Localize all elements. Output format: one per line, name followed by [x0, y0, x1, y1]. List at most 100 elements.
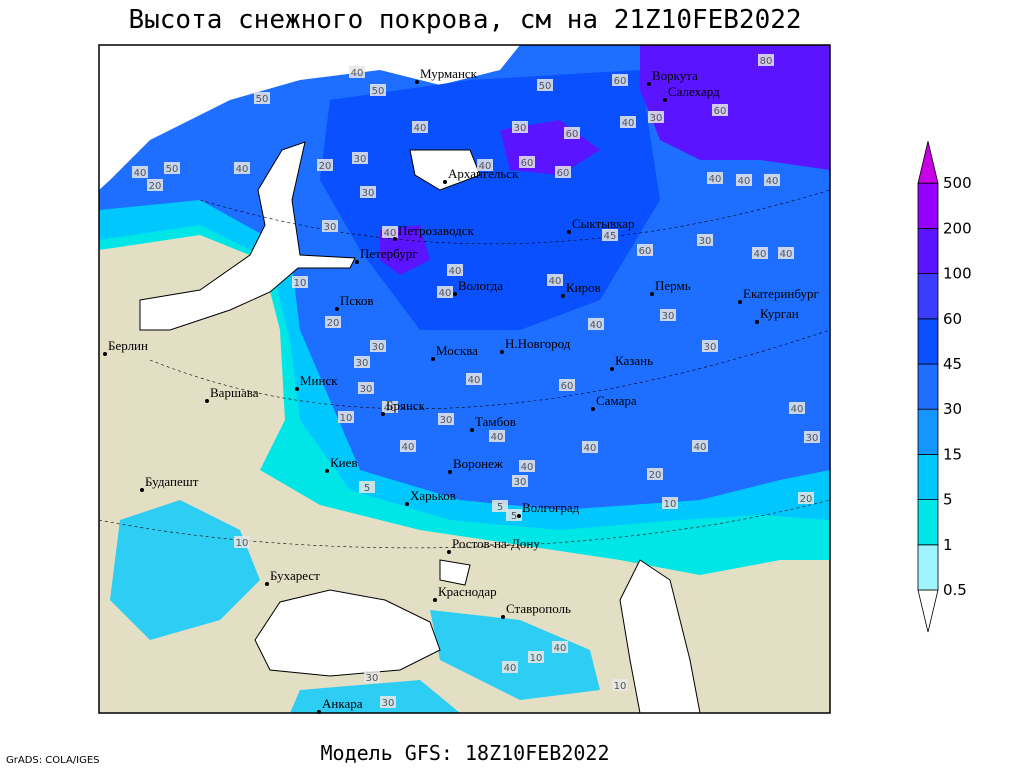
legend-label: 60	[943, 310, 962, 328]
city-dot	[501, 615, 505, 619]
legend-swatch	[917, 544, 939, 591]
contour-label: 30	[699, 236, 712, 247]
contour-label: 50	[256, 94, 269, 105]
legend-label: 200	[943, 219, 972, 237]
city-dot	[433, 598, 437, 602]
contour-label-box	[712, 104, 728, 116]
contour-label-box	[512, 121, 528, 133]
contour-label: 30	[514, 477, 527, 488]
contour-label-box	[620, 116, 636, 128]
city-dot	[325, 469, 329, 473]
title: Высота снежного покрова, см на 21Z10FEB2…	[128, 5, 801, 35]
contour-label-box	[370, 84, 386, 96]
city-label: Пермь	[655, 278, 691, 293]
legend-swatch	[917, 227, 939, 274]
city-label: Петербург	[360, 246, 418, 261]
city-label: Минск	[300, 373, 338, 388]
legend-label: 100	[943, 265, 972, 283]
city-label: Тамбов	[475, 414, 516, 429]
city-dot	[453, 292, 457, 296]
contour-label: 50	[166, 164, 179, 175]
contour-label: 40	[384, 403, 397, 414]
city-dot	[431, 357, 435, 361]
map-frame	[98, 44, 831, 714]
contour-label-box	[380, 696, 396, 708]
legend-label: 5	[943, 491, 953, 509]
city-dot	[295, 387, 299, 391]
contour-label: 40	[468, 375, 481, 386]
city-label: Н.Новгород	[505, 336, 571, 351]
contour-label-box	[358, 382, 374, 394]
contour-label-box	[147, 179, 163, 191]
contour-label-box	[519, 156, 535, 168]
contour-label: 10	[614, 681, 627, 692]
contour-label: 40	[504, 663, 517, 674]
city-label: Воронеж	[453, 456, 504, 471]
contour-label-box	[352, 152, 368, 164]
city-label: Краснодар	[438, 584, 497, 599]
contour-label-box	[382, 226, 398, 238]
contour-label: 40	[384, 228, 397, 239]
contour-label-box	[552, 641, 568, 653]
contour-label-box	[537, 79, 553, 91]
city-label: Петрозаводск	[398, 223, 474, 238]
city-dot	[355, 260, 359, 264]
contour-label-box	[400, 440, 416, 452]
legend-label: 1	[943, 536, 953, 554]
city-dot	[443, 180, 447, 184]
legend-low-triangle	[917, 589, 939, 633]
contour-label: 40	[236, 164, 249, 175]
legend-swatch	[917, 408, 939, 455]
contour-label-box	[804, 431, 820, 443]
contour-label: 45	[604, 231, 617, 242]
city-dot	[650, 292, 654, 296]
contour-label-box	[702, 340, 718, 352]
contour-label-box	[349, 66, 365, 78]
very-deep-snow	[380, 120, 600, 275]
contour-label: 40	[351, 68, 364, 79]
contour-label: 40	[780, 249, 793, 260]
contour-label: 40	[479, 161, 492, 172]
contour-label: 40	[521, 462, 534, 473]
contour-label-box	[764, 174, 780, 186]
city-label: Берлин	[108, 338, 148, 353]
contour-label: 20	[149, 181, 162, 192]
contour-label: 60	[561, 381, 574, 392]
contour-label-box	[317, 159, 333, 171]
contour-label: 10	[294, 278, 307, 289]
city-label: Псков	[340, 293, 373, 308]
city-label: Варшава	[210, 385, 259, 400]
contour-label-box	[437, 286, 453, 298]
contour-label-box	[477, 159, 493, 171]
contour-label-box	[647, 468, 663, 480]
black-sea	[254, 589, 441, 677]
legend-swatch	[917, 363, 939, 410]
contour-label-box	[789, 402, 805, 414]
contour-label: 40	[491, 432, 504, 443]
city-dot	[755, 320, 759, 324]
contour-label-box	[662, 497, 678, 509]
contour-label: 40	[766, 176, 779, 187]
contour-label: 30	[806, 433, 819, 444]
contour-label: 40	[622, 118, 635, 129]
contour-label-box	[338, 411, 354, 423]
contour-label-box	[612, 679, 628, 691]
contour-label: 40	[549, 276, 562, 287]
contour-label: 40	[709, 174, 722, 185]
credit: GrADS: COLA/IGES	[6, 755, 100, 766]
contour-label-box	[370, 340, 386, 352]
city-label: Москва	[436, 343, 478, 358]
contour-label-box	[325, 316, 341, 328]
contour-label: 10	[236, 538, 249, 549]
contour-label-box	[502, 661, 518, 673]
contour-label-box	[519, 460, 535, 472]
contour-label: 30	[514, 123, 527, 134]
city-dot	[663, 98, 667, 102]
contour-label: 60	[639, 246, 652, 257]
city-label: Воркута	[652, 68, 698, 83]
city-label: Архангельск	[448, 166, 519, 181]
barents-sea	[99, 45, 520, 190]
city-label: Анкара	[322, 696, 363, 711]
